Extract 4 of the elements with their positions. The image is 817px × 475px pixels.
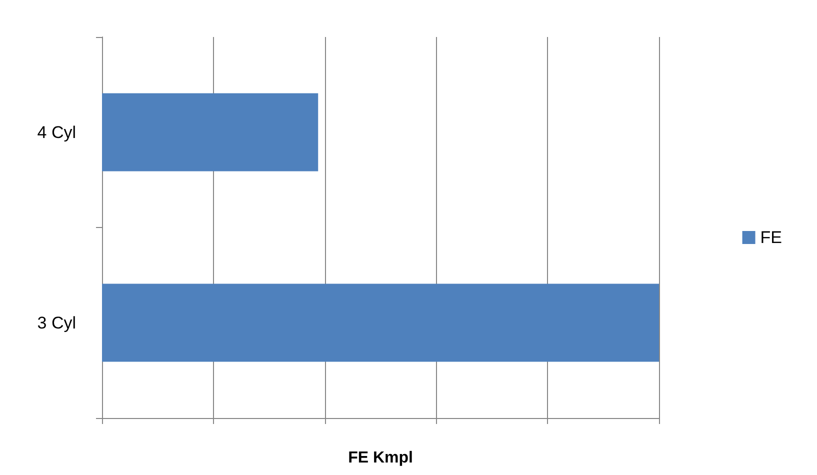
legend-label: FE: [760, 228, 782, 247]
y-tick-label: 3 Cyl: [37, 313, 76, 332]
x-axis-title: FE Kmpl: [348, 450, 413, 466]
y-tick-label: 4 Cyl: [37, 122, 76, 142]
